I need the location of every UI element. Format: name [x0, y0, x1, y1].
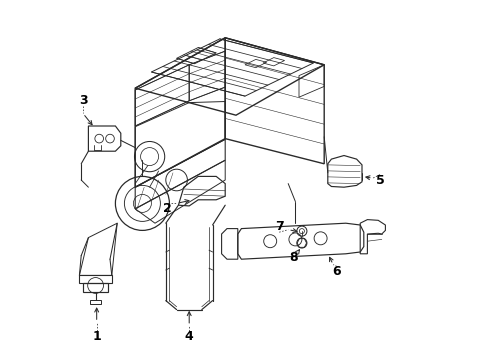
- Text: 5: 5: [376, 174, 384, 186]
- Text: 8: 8: [289, 251, 298, 264]
- Text: 6: 6: [333, 265, 341, 278]
- Text: 2: 2: [163, 202, 172, 215]
- Text: 4: 4: [185, 330, 194, 343]
- Text: 7: 7: [275, 220, 284, 233]
- Text: 1: 1: [92, 330, 101, 343]
- Text: 3: 3: [79, 94, 87, 107]
